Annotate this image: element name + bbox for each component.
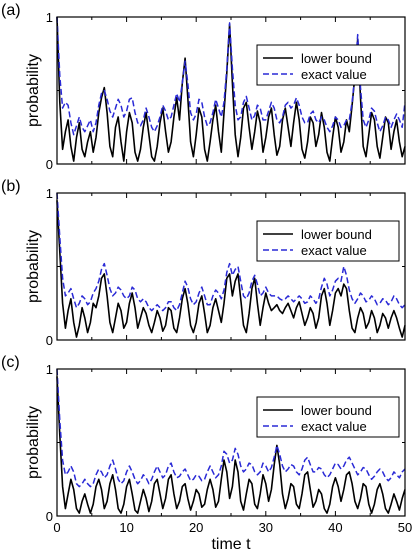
x-tick-label: 30 bbox=[259, 520, 273, 535]
y-tick-label: 1 bbox=[46, 186, 53, 201]
legend-label: exact value bbox=[301, 67, 367, 82]
series-line-exact-value bbox=[56, 16, 406, 136]
legend-label: exact value bbox=[301, 419, 367, 434]
y-tick-label: 0 bbox=[46, 509, 53, 524]
y-tick-label: 0 bbox=[46, 157, 53, 172]
legend-label: exact value bbox=[301, 243, 367, 258]
y-axis-label: probability bbox=[25, 54, 42, 127]
series-line-lower-bound bbox=[56, 376, 406, 514]
legend bbox=[256, 44, 400, 86]
x-tick-label: 20 bbox=[189, 520, 203, 535]
legend-label: lower bound bbox=[301, 51, 372, 66]
x-axis-label: time t bbox=[211, 536, 251, 552]
panel-label: (b) bbox=[1, 178, 21, 195]
y-tick-label: 0 bbox=[46, 333, 53, 348]
x-tick-label: 0 bbox=[53, 520, 60, 535]
x-tick-label: 10 bbox=[119, 520, 133, 535]
panel-c: 0 10 20 30 40 50 0 1 probability (c) lower boundex… bbox=[1, 354, 412, 552]
panel-label: (c) bbox=[1, 354, 20, 371]
y-axis-label: probability bbox=[25, 230, 42, 303]
panel-label: (a) bbox=[1, 2, 21, 19]
series-line-lower-bound bbox=[56, 200, 406, 338]
y-tick-label: 1 bbox=[46, 10, 53, 25]
series-line-lower-bound bbox=[56, 16, 406, 162]
legend bbox=[256, 220, 400, 262]
x-tick-label: 40 bbox=[328, 520, 342, 535]
legend-label: lower bound bbox=[301, 403, 372, 418]
legend-label: lower bound bbox=[301, 227, 372, 242]
y-axis-label: probability bbox=[25, 406, 42, 479]
y-tick-label: 1 bbox=[46, 362, 53, 377]
series-line-exact-value bbox=[56, 192, 406, 312]
x-tick-label: 50 bbox=[398, 520, 412, 535]
legend bbox=[256, 396, 400, 438]
